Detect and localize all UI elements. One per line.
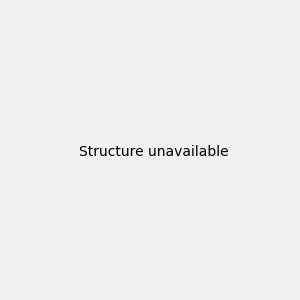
Text: Structure unavailable: Structure unavailable bbox=[79, 145, 229, 158]
